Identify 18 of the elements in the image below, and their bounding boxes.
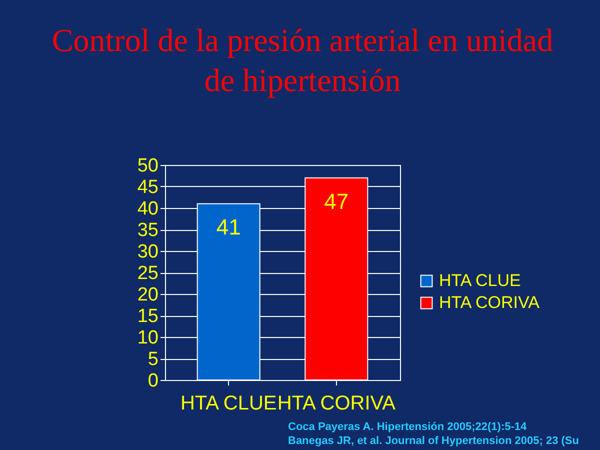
legend-label: HTA CLUE	[439, 271, 521, 290]
chart-title: Control de la presión arterial en unidad de hipertensión	[52, 22, 554, 98]
y-tick-label: 35	[137, 220, 158, 241]
y-tick-label: 15	[137, 306, 158, 327]
y-tick-label: 50	[137, 156, 158, 176]
y-tick-label: 0	[148, 370, 158, 392]
y-tick-label: 45	[137, 177, 158, 198]
y-tick-label: 30	[137, 242, 158, 262]
y-tick-label: 40	[137, 198, 158, 220]
legend-label: HTA CORIVA	[439, 293, 540, 312]
y-tick-label: 25	[137, 263, 158, 284]
data-label: 47	[324, 188, 349, 214]
data-label: 41	[216, 214, 241, 240]
y-tick-label: 20	[137, 284, 158, 306]
text: Banegas JR, et al. Journal of Hypertension 2005; 23 (Su	[288, 435, 579, 447]
text: Coca Payeras A. Hipertensión 2005;22(1):5-14	[288, 421, 528, 433]
y-tick-label: 10	[137, 328, 158, 348]
y-tick-label: 5	[148, 349, 158, 370]
